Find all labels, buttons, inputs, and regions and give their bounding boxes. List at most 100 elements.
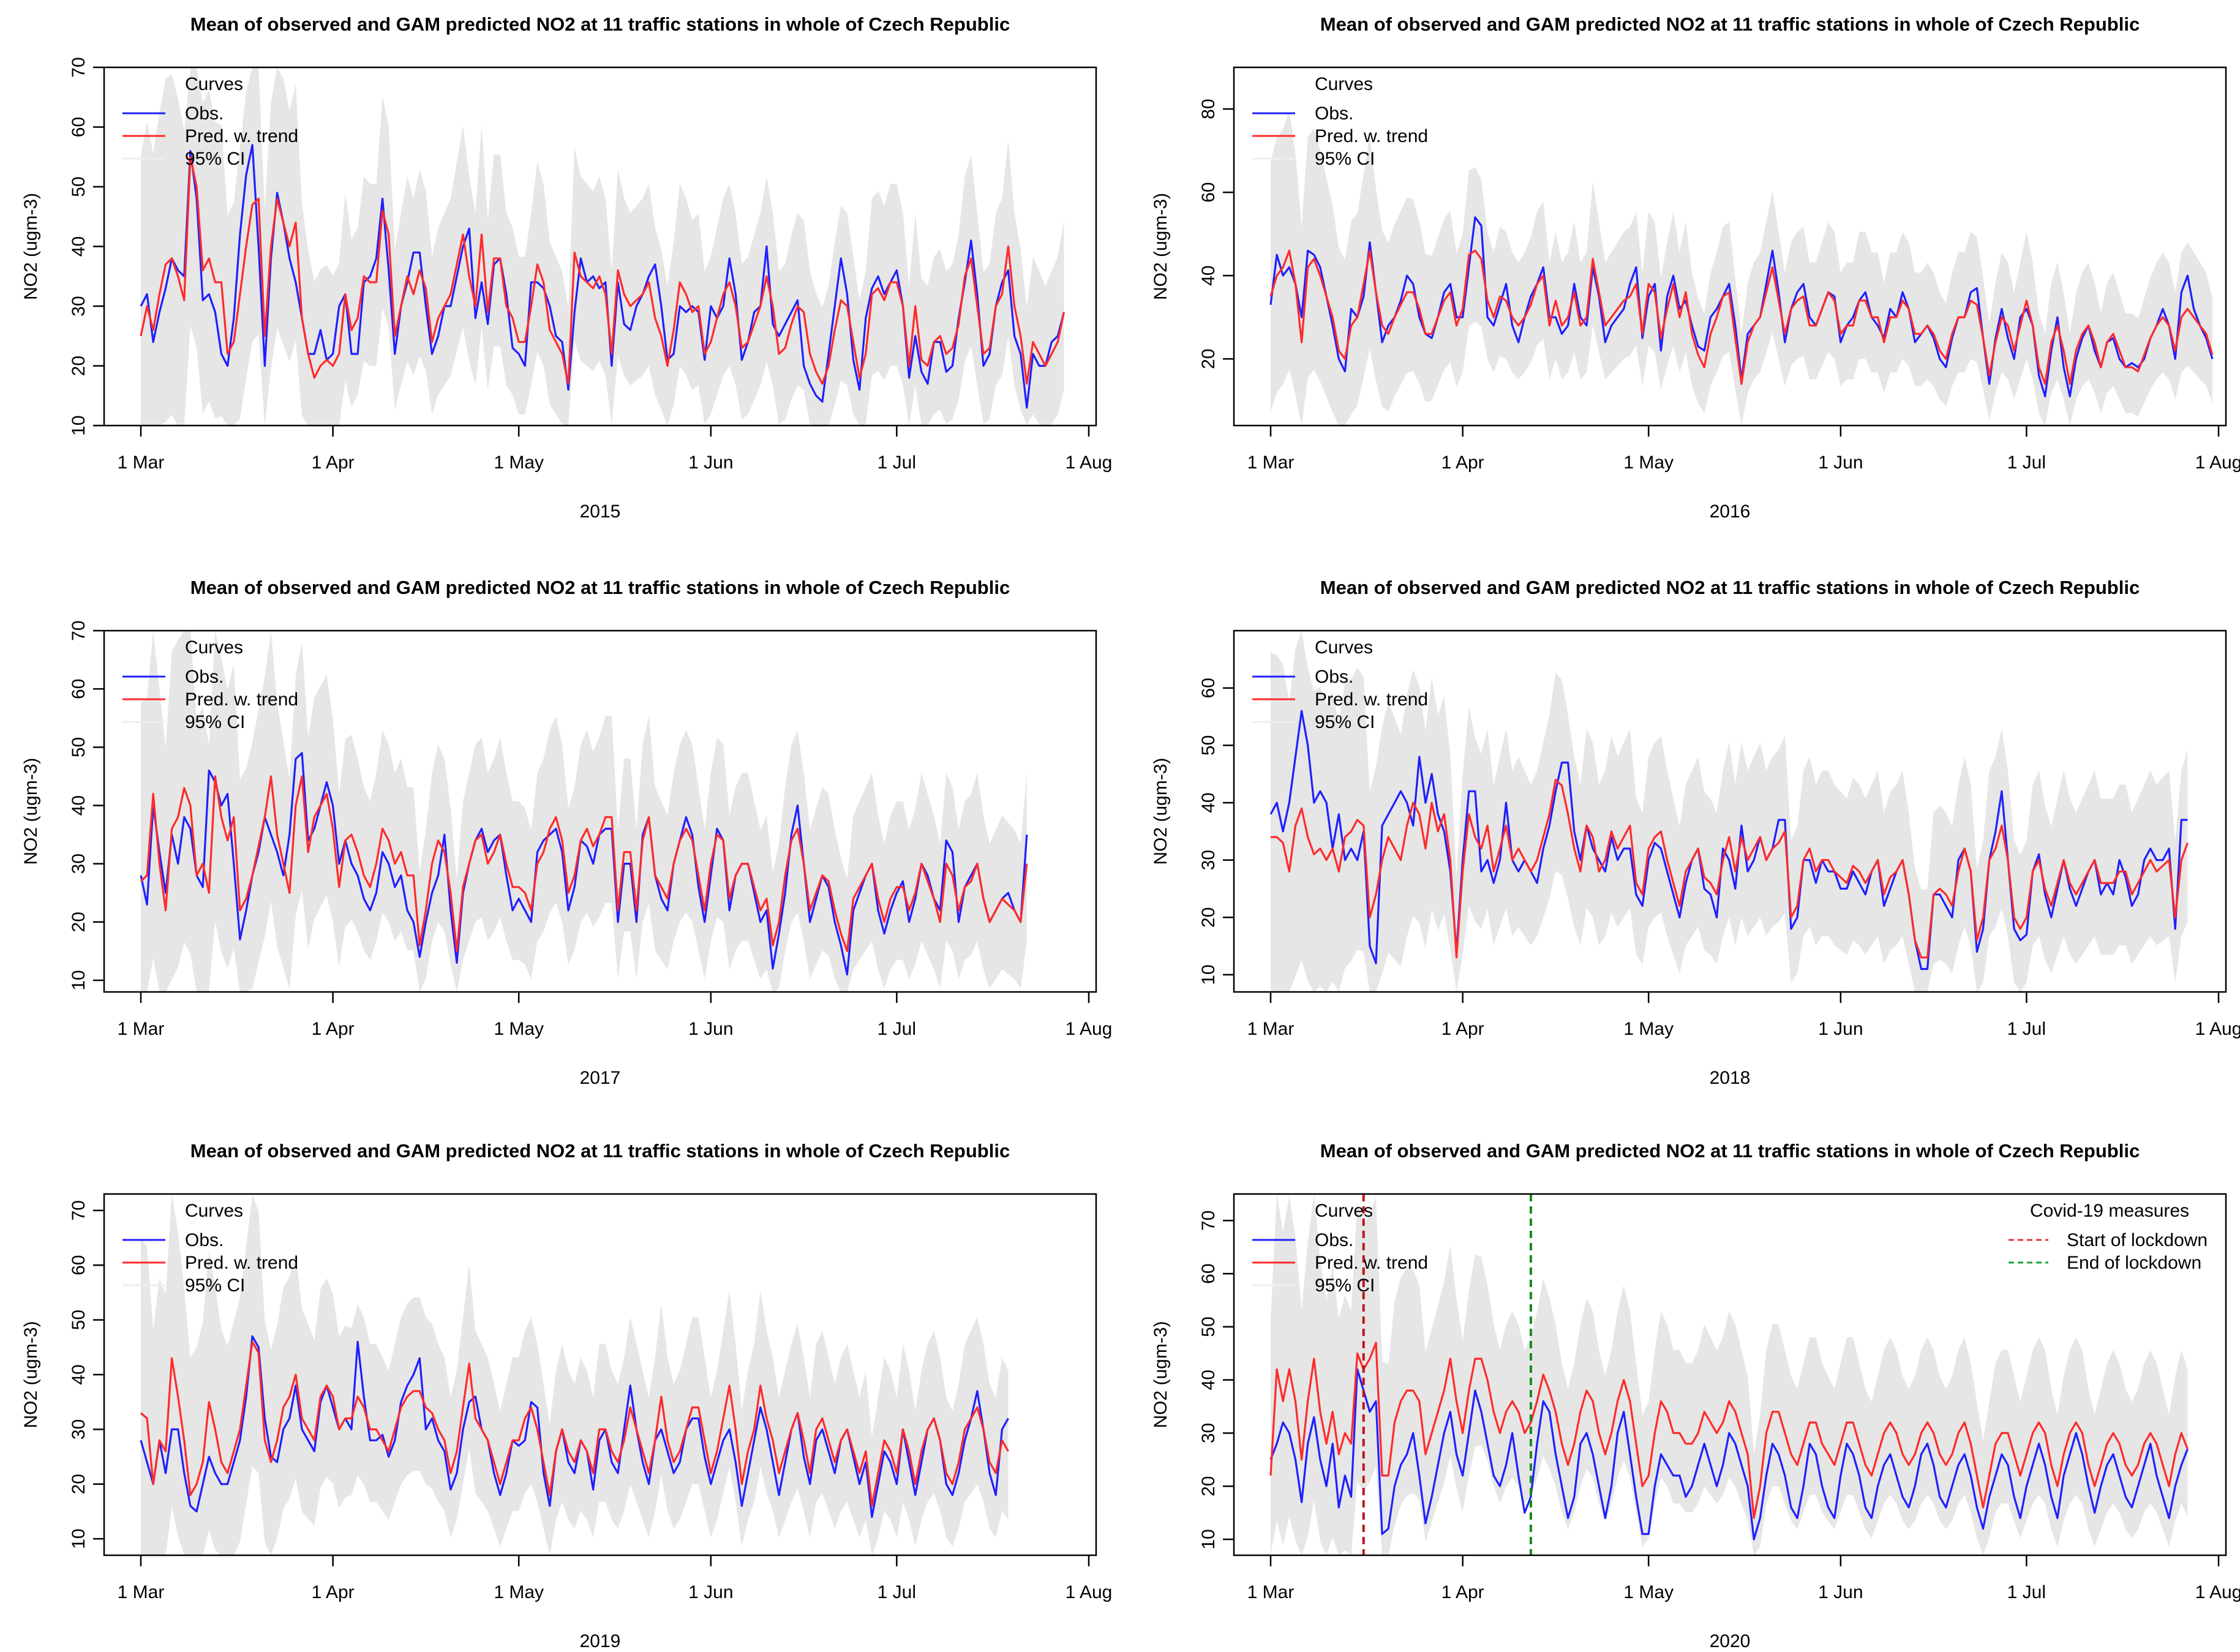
y-tick-label: 10 xyxy=(1198,1529,1219,1549)
legend-title: Curves xyxy=(185,74,243,94)
legend-title: Curves xyxy=(185,1201,243,1221)
y-tick-label: 40 xyxy=(1198,792,1219,813)
y-tick-label: 60 xyxy=(69,678,89,699)
x-tick-label: 1 Mar xyxy=(118,1019,165,1039)
obs-series-line xyxy=(140,1335,1009,1518)
x-tick-label: 1 Jun xyxy=(1818,452,1863,473)
ci-band xyxy=(1271,1194,2188,1555)
x-axis-label: 2017 xyxy=(580,1068,621,1088)
x-tick-label: 1 May xyxy=(494,1019,544,1039)
legend-entry: Obs. xyxy=(1315,103,1353,124)
y-tick-label: 20 xyxy=(1198,1476,1219,1496)
pred-series-line xyxy=(1269,249,2214,385)
pred-series-line xyxy=(1269,1342,2189,1519)
chart-panel-2017: Mean of observed and GAM predicted NO2 a… xyxy=(21,577,1112,1088)
y-tick-label: 20 xyxy=(1198,907,1219,928)
y-tick-label: 50 xyxy=(69,737,89,757)
covid-legend-entry: Start of lockdown xyxy=(2067,1230,2208,1250)
legend-entry: Obs. xyxy=(1315,667,1353,687)
x-axis-label: 2019 xyxy=(580,1631,621,1651)
x-tick-label: 1 Aug xyxy=(1066,452,1113,473)
pred-series-line xyxy=(1271,778,2189,959)
y-tick-label: 50 xyxy=(1198,1316,1219,1337)
x-tick-label: 1 Jun xyxy=(688,1582,733,1602)
pred-series-line xyxy=(140,156,1066,385)
x-tick-label: 1 Apr xyxy=(312,1582,355,1602)
legend-entry: Obs. xyxy=(185,103,224,124)
x-tick-label: 1 Jun xyxy=(1818,1582,1863,1602)
y-tick-label: 10 xyxy=(69,415,89,435)
legend-entry: 95% CI xyxy=(185,1275,245,1296)
legend-title: Curves xyxy=(185,637,243,658)
legend-entry: 95% CI xyxy=(1315,712,1375,732)
y-tick-label: 30 xyxy=(1198,1423,1219,1443)
obs-series-line xyxy=(1269,1368,2189,1541)
y-tick-label: 70 xyxy=(69,1200,89,1220)
x-tick-label: 1 Jun xyxy=(688,1019,733,1039)
pred-series-line xyxy=(140,1340,1009,1507)
y-tick-label: 60 xyxy=(1198,1263,1219,1283)
y-axis-label: NO2 (ugm-3) xyxy=(21,1321,41,1428)
x-tick-label: 1 Aug xyxy=(2195,1019,2240,1039)
y-tick-label: 40 xyxy=(69,1364,89,1384)
covid-legend-entry: End of lockdown xyxy=(2067,1253,2201,1273)
legend-entry: Pred. w. trend xyxy=(185,689,298,710)
legend-entry: Pred. w. trend xyxy=(1315,1253,1428,1273)
chart-panel-2015: Mean of observed and GAM predicted NO2 a… xyxy=(21,13,1112,522)
x-tick-label: 1 May xyxy=(1623,1019,1674,1039)
x-tick-label: 1 Aug xyxy=(1066,1019,1113,1039)
chart-title: Mean of observed and GAM predicted NO2 a… xyxy=(190,13,1010,35)
y-tick-label: 20 xyxy=(69,356,89,376)
y-tick-label: 40 xyxy=(1198,265,1219,285)
y-tick-label: 20 xyxy=(69,1474,89,1494)
chart-panel-2018: Mean of observed and GAM predicted NO2 a… xyxy=(1151,577,2240,1088)
y-tick-label: 50 xyxy=(69,176,89,197)
x-tick-label: 1 Apr xyxy=(1441,452,1484,473)
x-tick-label: 1 Mar xyxy=(1247,1582,1295,1602)
plot-frame xyxy=(1233,1193,2227,1556)
chart-title: Mean of observed and GAM predicted NO2 a… xyxy=(190,1140,1010,1162)
y-tick-label: 20 xyxy=(1198,348,1219,369)
ci-band xyxy=(141,67,1064,426)
ci-band xyxy=(1271,111,2212,426)
ci-band xyxy=(1271,631,2188,992)
y-tick-label: 60 xyxy=(69,117,89,137)
legend-entry: Obs. xyxy=(1315,1230,1353,1250)
y-tick-label: 30 xyxy=(69,296,89,316)
y-tick-label: 70 xyxy=(69,620,89,640)
x-tick-label: 1 Jul xyxy=(878,452,916,473)
plot-frame xyxy=(103,629,1097,993)
y-tick-label: 70 xyxy=(69,57,89,77)
y-tick-label: 60 xyxy=(69,1255,89,1275)
x-tick-label: 1 Mar xyxy=(118,452,165,473)
y-axis-label: NO2 (ugm-3) xyxy=(21,757,41,865)
legend-entry: Pred. w. trend xyxy=(1315,689,1428,710)
plot-frame xyxy=(1233,66,2227,427)
y-axis-label: NO2 (ugm-3) xyxy=(1151,193,1171,300)
y-tick-label: 40 xyxy=(69,795,89,816)
legend-entry: 95% CI xyxy=(185,149,245,169)
legend-entry: 95% CI xyxy=(1315,1275,1375,1296)
x-tick-label: 1 Apr xyxy=(312,452,355,473)
legend-entry: Pred. w. trend xyxy=(185,126,298,146)
plot-frame xyxy=(1233,629,2227,993)
chart-panel-2016: Mean of observed and GAM predicted NO2 a… xyxy=(1151,13,2240,522)
chart-panel-2020: Mean of observed and GAM predicted NO2 a… xyxy=(1151,1140,2240,1651)
x-tick-label: 1 Aug xyxy=(2195,452,2240,473)
y-tick-label: 80 xyxy=(1198,99,1219,119)
legend-title: Curves xyxy=(1315,74,1373,94)
legend-entry: Obs. xyxy=(185,667,224,687)
y-tick-label: 60 xyxy=(1198,182,1219,202)
chart-panel-2019: Mean of observed and GAM predicted NO2 a… xyxy=(21,1140,1112,1651)
x-axis-label: 2018 xyxy=(1710,1068,1751,1088)
legend-title: Curves xyxy=(1315,1201,1373,1221)
covid-legend: Covid-19 measures Start of lockdown End of… xyxy=(2009,1201,2208,1273)
y-tick-label: 10 xyxy=(69,970,89,990)
y-tick-label: 50 xyxy=(69,1310,89,1330)
x-tick-label: 1 Jul xyxy=(2007,452,2046,473)
x-tick-label: 1 Apr xyxy=(312,1019,355,1039)
